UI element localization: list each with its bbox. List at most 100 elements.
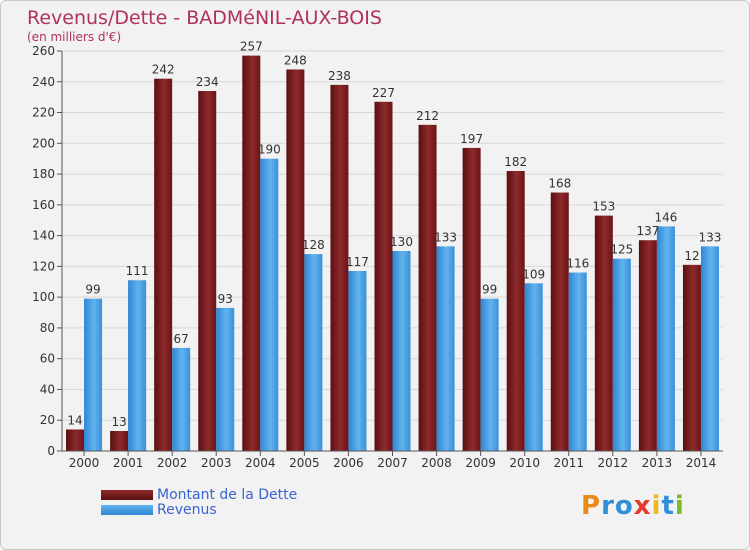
y-tick-label: 160 [32,198,55,212]
data-label-revenus: 109 [522,267,545,281]
bar-debt [418,124,437,451]
y-tick-label: 140 [32,229,55,243]
data-label-debt: 12 [684,249,699,263]
x-tick-label: 2003 [201,456,232,470]
x-tick-label: 2010 [509,456,540,470]
bar-revenus [612,258,631,451]
data-label-debt: 257 [240,40,263,54]
chart-subtitle: (en milliers d'€) [27,30,122,44]
data-label-debt: 248 [284,53,307,67]
data-label-revenus: 99 [482,283,497,297]
y-tick-label: 200 [32,136,55,150]
x-tick-label: 2001 [113,456,144,470]
legend-item-revenus: Revenus [101,502,297,518]
y-tick-label: 240 [32,75,55,89]
bar-debt [594,215,613,451]
x-tick-label: 2008 [421,456,452,470]
bar-debt [110,431,129,451]
legend-swatch-debt [101,489,153,500]
logo-letter: P [581,491,602,521]
data-label-revenus: 117 [346,255,369,269]
data-label-debt: 242 [152,63,175,77]
bar-revenus [656,226,675,451]
data-label-debt: 238 [328,69,351,83]
x-tick-label: 2014 [686,456,717,470]
data-label-revenus: 125 [610,243,633,257]
bar-debt [550,192,569,452]
data-label-revenus: 116 [566,257,589,271]
data-label-revenus: 130 [390,235,413,249]
x-tick-label: 2004 [245,456,276,470]
y-tick-label: 20 [40,413,55,427]
y-tick-label: 100 [32,290,55,304]
y-tick-label: 80 [40,321,55,335]
x-tick-label: 2002 [157,456,188,470]
data-label-debt: 14 [67,413,82,427]
data-label-revenus: 93 [218,292,233,306]
data-label-revenus: 67 [174,332,189,346]
bar-revenus [524,283,543,451]
bar-revenus [260,158,279,451]
bar-debt [462,147,481,451]
logo-letter: x [633,491,652,521]
x-tick-label: 2013 [642,456,673,470]
data-label-debt: 153 [592,200,615,214]
bar-revenus [216,307,235,451]
bar-revenus [128,280,147,451]
bar-debt [154,78,173,451]
y-tick-label: 260 [32,44,55,58]
data-label-revenus: 133 [699,230,722,244]
x-tick-label: 2012 [598,456,629,470]
legend-label-debt: Montant de la Dette [157,486,298,503]
bar-revenus [304,254,323,451]
data-label-debt: 227 [372,86,395,100]
bar-revenus [348,271,367,451]
y-tick-label: 220 [32,106,55,120]
logo-letter: t [661,491,675,521]
data-label-revenus: 190 [258,143,281,157]
data-label-debt: 212 [416,109,439,123]
y-tick-label: 0 [47,444,55,458]
logo-letter: i [674,491,685,521]
x-tick-label: 2011 [553,456,584,470]
proxiti-logo: Proxiti [581,491,685,521]
bar-revenus [568,272,587,451]
data-label-revenus: 133 [434,230,457,244]
bar-debt [242,55,261,451]
logo-letter: i [651,491,662,521]
bar-debt [682,264,701,451]
legend: Montant de la Dette Revenus [101,486,298,518]
x-tick-label: 2000 [69,456,100,470]
x-tick-label: 2005 [289,456,320,470]
x-tick-label: 2006 [333,456,364,470]
bar-debt [506,171,525,451]
data-label-revenus: 111 [126,264,149,278]
bar-revenus [392,251,411,451]
bar-revenus [172,347,191,451]
bar-debt [198,91,217,451]
chart-title: Revenus/Dette - BADMéNIL-AUX-BOIS [27,7,382,29]
data-label-debt: 13 [111,415,126,429]
bar-revenus [84,298,103,451]
logo-letter: o [614,491,634,521]
legend-swatch-revenus [101,504,153,515]
data-label-debt: 197 [460,132,483,146]
bar-revenus [480,298,499,451]
data-label-debt: 234 [196,75,219,89]
bar-debt [374,101,393,452]
legend-item-debt: Montant de la Dette [101,486,298,503]
bar-debt [66,429,85,451]
bar-revenus [700,246,719,451]
data-label-revenus: 128 [302,238,325,252]
bar-debt [638,240,657,451]
y-tick-label: 180 [32,167,55,181]
data-label-debt: 182 [504,155,527,169]
y-tick-label: 40 [40,382,55,396]
logo-letter: r [601,491,615,521]
bar-debt [330,84,349,451]
y-tick-label: 120 [32,259,55,273]
data-label-debt: 137 [636,224,659,238]
x-tick-label: 2007 [377,456,408,470]
